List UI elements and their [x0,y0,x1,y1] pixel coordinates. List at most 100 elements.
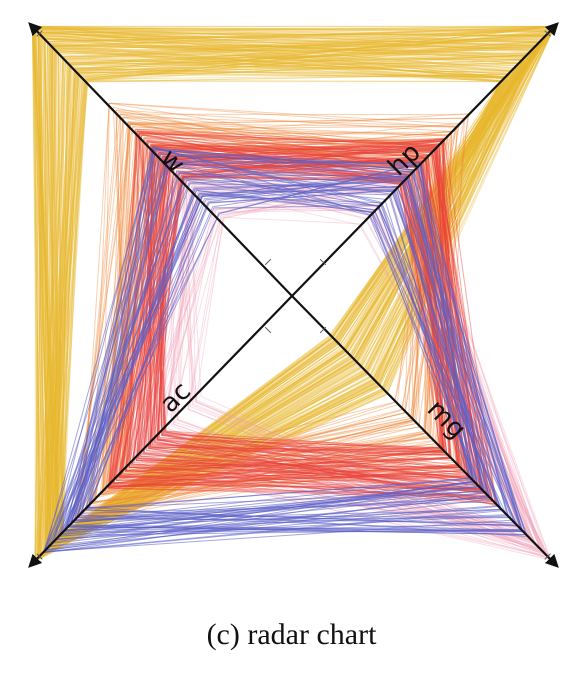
series-line [31,25,542,547]
series-line [44,43,529,552]
series-line [38,32,532,556]
series-line [37,57,509,559]
series-line [46,49,506,551]
axis-tick-hp-0 [319,258,327,266]
series-line [36,59,523,560]
series-line [49,74,507,547]
series-line [35,33,548,561]
series-line [62,54,528,535]
series-line [56,25,556,540]
series-line [47,49,532,550]
series-line [54,48,502,540]
axis-tick-mg-0 [319,326,327,334]
axis-tick-ac-0 [264,326,272,334]
series-line [53,54,502,544]
series-line [51,50,501,546]
series-line [34,58,524,562]
series-line [49,41,541,548]
axis-line-mg [291,295,559,568]
series-line [53,47,506,541]
series-line [34,32,503,562]
series-line [37,71,505,559]
series-line [37,25,556,549]
series-line [52,66,503,544]
series-line [57,39,543,535]
series-line [42,73,509,555]
series-line [37,55,527,559]
series-line [52,79,502,544]
series-line [51,62,520,545]
series-line [56,28,554,541]
series-line [55,38,544,542]
series-line [40,73,509,557]
axis-line-w [28,22,293,297]
series-layer [31,25,556,563]
series-line [54,62,510,543]
series-line [34,28,553,540]
series-line [45,41,540,551]
series-line [52,44,537,545]
series-line [109,116,458,487]
series-line [59,55,526,538]
series-line [44,38,527,552]
series-line [32,26,505,540]
series-line [44,38,504,547]
series-line [37,34,512,559]
series-line [37,31,547,549]
series-line [49,46,534,547]
series-line [36,40,541,561]
series-line [55,62,520,542]
series-line [37,35,543,560]
series-line [44,38,528,546]
series-line [38,25,556,557]
series-line [51,47,535,546]
series-line [42,25,556,548]
series-line [36,44,538,560]
series-line [31,25,545,537]
series-line [37,70,512,559]
series-line [57,48,534,535]
series-line [34,46,536,562]
series-line [33,27,551,543]
radar-chart-area: w hp ac mg [28,22,559,568]
axis-tick-w-1 [36,30,43,37]
series-line [44,52,530,553]
series-line [56,55,523,541]
series-line [59,37,545,538]
series-line [55,31,550,542]
series-line [31,25,535,558]
series-line [43,26,555,553]
series-line [36,30,506,549]
series-line [53,41,540,543]
series-line [35,29,527,541]
series-line [61,42,539,536]
series-line [44,31,551,536]
series-line [34,28,546,540]
series-line [54,48,512,536]
series-line [44,38,535,538]
series-line [61,52,530,536]
series-line [50,32,549,546]
series-line [53,54,528,543]
series-line [51,25,556,539]
series-line [50,63,519,547]
axis-tick-mg-1 [544,553,551,560]
series-line [60,64,518,537]
series-line [48,25,556,549]
series-line [33,27,537,551]
series-line [55,52,523,541]
series-line [39,33,547,548]
series-line [42,69,506,555]
series-line [41,35,537,555]
series-line [44,60,522,553]
series-line [34,38,529,563]
series-line [33,27,536,546]
series-line [33,27,508,552]
series-line [50,44,527,541]
series-line [38,31,550,559]
series-line [39,45,536,557]
series-line [38,32,547,543]
series-line [62,34,547,535]
series-line [50,71,506,547]
